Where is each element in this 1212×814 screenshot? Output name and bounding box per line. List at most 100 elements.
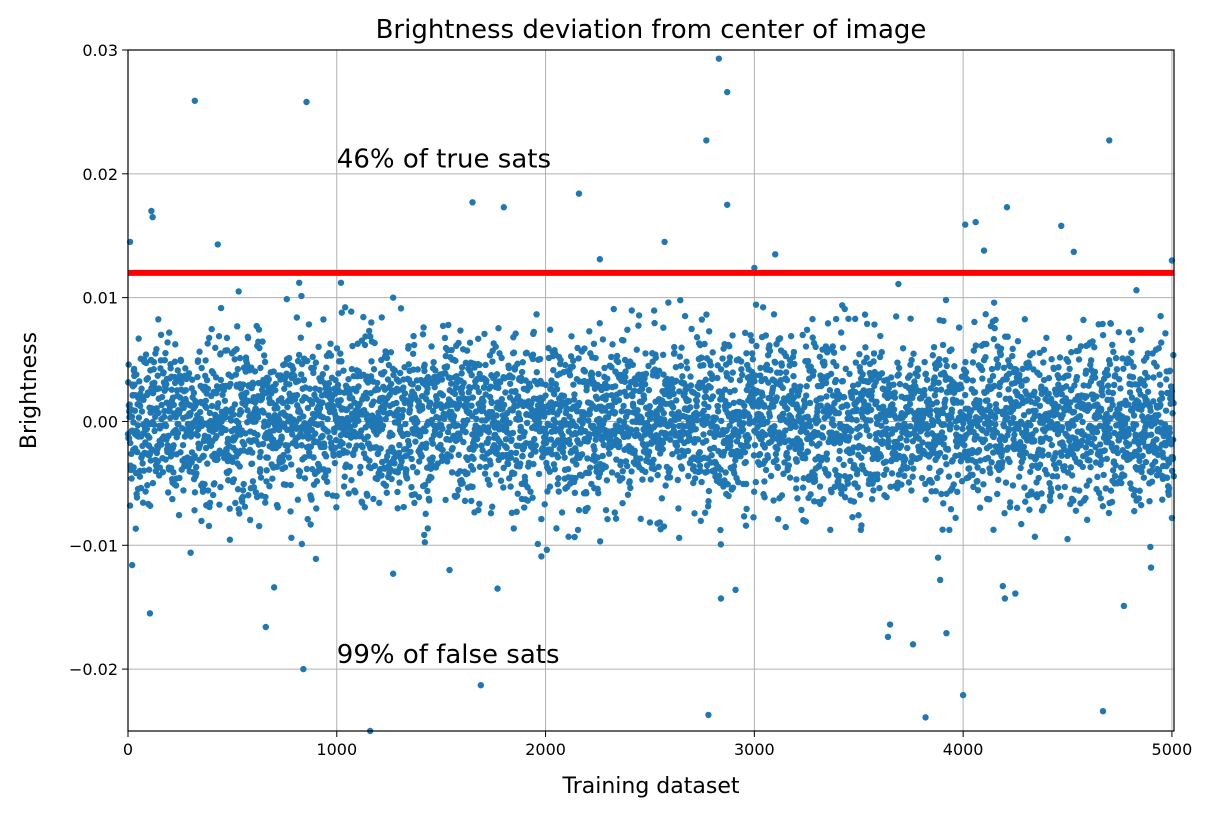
data-point (1094, 473, 1101, 481)
data-point (488, 399, 495, 407)
data-point (631, 387, 638, 395)
data-point (982, 354, 989, 361)
data-point (308, 496, 315, 503)
data-point (620, 418, 628, 426)
data-point (619, 475, 626, 482)
data-point (766, 342, 773, 349)
data-point (459, 480, 466, 487)
data-point (504, 460, 512, 468)
data-point (206, 499, 214, 506)
data-point (748, 337, 756, 344)
data-point (585, 469, 593, 477)
data-point (427, 399, 434, 407)
data-point (245, 492, 252, 499)
data-point (423, 440, 430, 447)
data-point (507, 449, 515, 457)
data-point (164, 339, 171, 346)
data-point (665, 299, 672, 306)
data-point (1157, 312, 1164, 320)
data-point (1006, 458, 1013, 466)
data-point (579, 420, 586, 427)
data-point (1125, 329, 1133, 336)
data-point (294, 496, 302, 503)
data-point (710, 444, 718, 452)
data-point (798, 506, 805, 514)
data-point (457, 327, 464, 334)
data-point (212, 344, 219, 352)
data-point (414, 366, 421, 373)
data-point (608, 391, 615, 399)
data-point (1151, 458, 1159, 465)
data-point (419, 331, 427, 338)
data-point (249, 478, 257, 485)
data-point (214, 400, 222, 407)
data-point (954, 488, 961, 496)
data-point (1091, 344, 1098, 351)
data-point (279, 457, 287, 464)
data-point (880, 471, 888, 478)
data-point (310, 454, 317, 461)
data-point (508, 436, 515, 443)
data-point (348, 476, 355, 484)
data-point (776, 335, 784, 342)
data-point (133, 371, 140, 378)
data-point (599, 336, 607, 343)
data-point (546, 326, 554, 333)
data-point (659, 446, 666, 453)
data-point (458, 390, 466, 397)
data-point (909, 473, 916, 480)
data-point (645, 386, 653, 394)
data-point (479, 403, 487, 410)
data-point (293, 391, 301, 399)
data-point (547, 436, 555, 443)
data-point (345, 442, 353, 449)
data-point (841, 485, 848, 492)
data-point (945, 473, 953, 480)
data-point (720, 448, 728, 456)
data-point (396, 479, 403, 486)
data-point (773, 456, 780, 464)
data-point (1056, 354, 1064, 361)
data-point (538, 515, 545, 523)
data-point (581, 345, 588, 352)
data-point (211, 480, 218, 487)
data-point (278, 435, 285, 442)
data-point (358, 427, 365, 434)
data-point (420, 324, 427, 331)
data-point (701, 340, 708, 348)
data-point (994, 361, 1002, 368)
data-point (361, 341, 369, 349)
data-point (233, 345, 240, 353)
data-point (560, 444, 567, 451)
data-point (500, 484, 507, 491)
data-point (717, 366, 725, 373)
data-point (1079, 463, 1086, 471)
data-point (792, 485, 800, 492)
data-point (1065, 334, 1073, 342)
data-point (646, 519, 654, 526)
data-point (859, 371, 866, 378)
data-point (910, 465, 917, 472)
data-point (270, 368, 277, 375)
data-point (550, 366, 557, 374)
data-point (171, 358, 179, 365)
data-point (894, 359, 901, 366)
data-point (255, 522, 263, 530)
data-point (274, 504, 281, 511)
data-point (345, 490, 352, 497)
data-point (370, 366, 378, 373)
data-point (660, 409, 667, 417)
data-point (609, 341, 616, 348)
data-point (170, 442, 177, 449)
data-point (807, 491, 814, 498)
data-point (731, 387, 738, 394)
data-point (931, 374, 938, 381)
data-point (742, 522, 750, 529)
data-point (187, 433, 195, 440)
data-point (447, 453, 454, 460)
data-point (526, 383, 534, 390)
data-point (1106, 360, 1114, 368)
data-point (891, 389, 898, 396)
data-point (156, 464, 163, 471)
data-point (489, 503, 496, 510)
